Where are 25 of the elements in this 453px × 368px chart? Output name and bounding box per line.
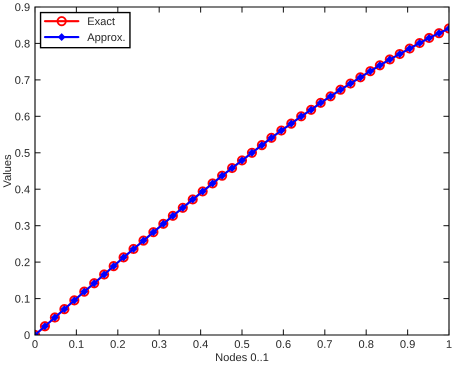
x-tick-label: 0.8: [358, 340, 374, 348]
x-tick-label: 0.2: [110, 340, 125, 348]
x-tick-label: 0: [32, 340, 38, 348]
y-tick-label: 0: [24, 331, 30, 340]
x-axis-title: Nodes 0..1: [216, 352, 268, 362]
x-tick-label: 0.1: [69, 340, 84, 348]
x-tick-label: 1: [446, 340, 452, 348]
y-tick-label: 0.9: [15, 3, 30, 12]
x-tick-label: 0.4: [193, 340, 208, 348]
y-tick-label: 0.7: [15, 76, 30, 84]
x-tick-label: 0.3: [152, 340, 166, 348]
y-tick-label: 0.1: [15, 294, 30, 303]
legend-label: Approx.: [87, 33, 124, 44]
y-axis-title: Values: [2, 154, 12, 188]
x-tick-label: 0.9: [400, 340, 415, 348]
x-tick-label: 0.5: [234, 340, 250, 348]
legend-label: Exact: [88, 17, 115, 26]
x-tick-label: 0.7: [318, 340, 332, 348]
y-tick-label: 0.6: [15, 112, 30, 120]
y-tick-label: 0.8: [15, 40, 30, 48]
y-tick-label: 0.5: [15, 149, 30, 157]
y-tick-label: 0.3: [15, 222, 30, 230]
y-tick-label: 0.4: [15, 185, 30, 194]
x-tick-label: 0.6: [276, 340, 291, 348]
y-tick-label: 0.2: [15, 258, 30, 266]
